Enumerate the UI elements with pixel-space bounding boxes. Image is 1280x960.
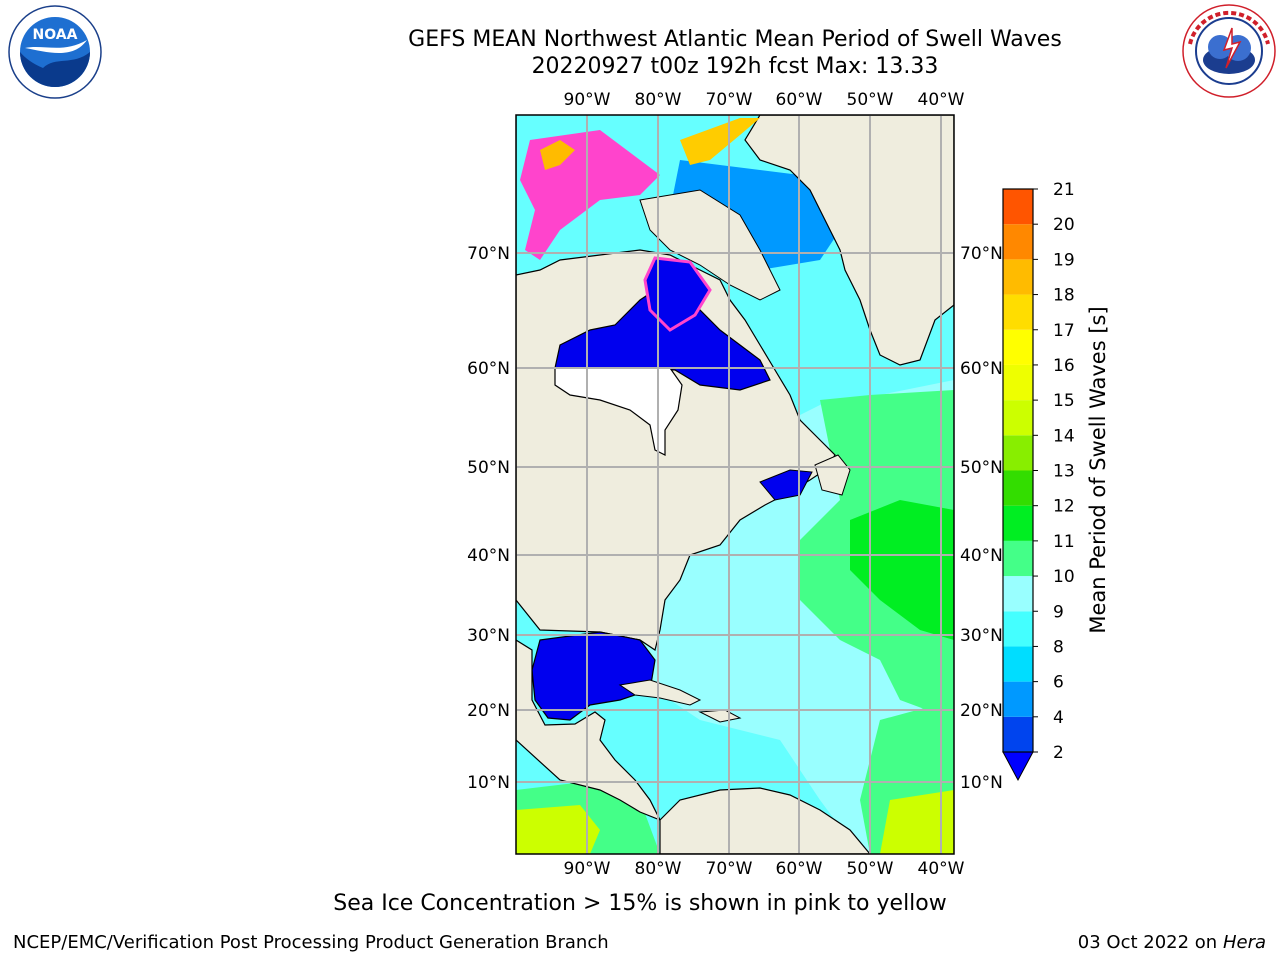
- colorbar-tick-label: 16: [1053, 356, 1075, 376]
- lat-label-left: 10°N: [467, 773, 510, 793]
- lat-label-right: 20°N: [960, 701, 1003, 721]
- colorbar-tick-label: 2: [1053, 743, 1064, 763]
- colorbar-tick-label: 19: [1053, 250, 1075, 270]
- ice-caption: Sea Ice Concentration > 15% is shown in …: [333, 891, 947, 916]
- lon-label-top: 70°W: [706, 90, 753, 110]
- island-newfoundland: [814, 454, 851, 496]
- nws-logo: [1182, 4, 1276, 98]
- colorbar-tick-label: 13: [1053, 462, 1075, 482]
- lat-label-right: 50°N: [960, 458, 1003, 478]
- lat-label-left: 20°N: [467, 701, 510, 721]
- noaa-logo: NOAA: [8, 5, 102, 99]
- lon-label-top: 50°W: [847, 90, 894, 110]
- colorbar-segment: [1003, 294, 1033, 330]
- swell-zone-caribbean-yellow: [516, 805, 600, 854]
- lon-label-bottom: 40°W: [918, 859, 965, 879]
- colorbar-segment: [1003, 681, 1033, 717]
- colorbar-tick-label: 12: [1053, 497, 1075, 517]
- lat-label-right: 40°N: [960, 546, 1003, 566]
- footer-date-text: 03 Oct 2022 on: [1077, 932, 1218, 953]
- arctic-ice-orange: [540, 140, 575, 170]
- colorbar-tick-label: 20: [1053, 215, 1075, 235]
- colorbar-extend-arrow: [1002, 751, 1034, 782]
- colorbar-segment: [1003, 400, 1033, 436]
- colorbar-tick-label: 4: [1053, 708, 1064, 728]
- lat-label-left: 50°N: [467, 458, 510, 478]
- lon-label-bottom: 90°W: [564, 859, 611, 879]
- colorbar-tick-label: 8: [1053, 637, 1064, 657]
- colorbar-segment: [1003, 259, 1033, 295]
- footer-credit: NCEP/EMC/Verification Post Processing Pr…: [13, 932, 609, 953]
- colorbar-label: Mean Period of Swell Waves [s]: [1086, 306, 1110, 633]
- colorbar-tick-label: 9: [1053, 602, 1064, 622]
- map-area: [516, 115, 954, 854]
- axis-labels: 90°W 90°W 80°W 80°W 70°W 70°W 60°W 60°W 50°W 50°W…: [467, 90, 1003, 879]
- noaa-logo-text: NOAA: [33, 27, 78, 43]
- colorbar-segment: [1003, 505, 1033, 541]
- colorbar-segment: [1003, 540, 1033, 577]
- lat-label-right: 10°N: [960, 773, 1003, 793]
- lat-label-left: 70°N: [467, 244, 510, 264]
- colorbar-tick-label: 10: [1053, 567, 1075, 587]
- lon-label-top: 80°W: [635, 90, 682, 110]
- colorbar-tick-label: 15: [1053, 391, 1075, 411]
- lon-label-top: 40°W: [918, 90, 965, 110]
- colorbar-segment: [1003, 224, 1033, 260]
- land-south-america: [659, 787, 871, 854]
- hudson-bay: [554, 289, 771, 391]
- gridlines: [516, 115, 954, 854]
- colorbar-segment: [1003, 364, 1033, 401]
- map-frame: [515, 114, 955, 855]
- lon-label-bottom: 60°W: [776, 859, 823, 879]
- island-cuba: [618, 679, 702, 706]
- lon-label-top: 90°W: [564, 90, 611, 110]
- colorbar-tick-label: 18: [1053, 286, 1075, 306]
- land-baffin-island: [639, 189, 781, 301]
- lon-label-bottom: 80°W: [635, 859, 682, 879]
- colorbar-tick-label: 21: [1053, 180, 1075, 200]
- chart-title: GEFS MEAN Northwest Atlantic Mean Period…: [408, 27, 1062, 52]
- colorbar-segment: [1003, 576, 1033, 612]
- colorbar-tick-label: 17: [1053, 321, 1075, 341]
- lat-label-left: 40°N: [467, 546, 510, 566]
- lon-label-bottom: 70°W: [706, 859, 753, 879]
- footer-date: 03 Oct 2022 on Hera: [1078, 932, 1266, 953]
- lat-label-right: 30°N: [960, 626, 1003, 646]
- colorbar-segment: [1003, 189, 1033, 225]
- colorbar-segment: [1003, 329, 1033, 365]
- footer-host: Hera: [1222, 932, 1266, 953]
- colorbar-segment: [1003, 646, 1033, 682]
- lat-label-right: 60°N: [960, 359, 1003, 379]
- foxe-basin: [643, 256, 712, 332]
- colorbar-segment: [1003, 716, 1033, 752]
- colorbar-tick-label: 11: [1053, 532, 1075, 552]
- chart-subtitle: 20220927 t00z 192h fcst Max: 13.33: [531, 54, 939, 79]
- arctic-ice-yellow: [680, 118, 760, 165]
- lat-label-left: 30°N: [467, 626, 510, 646]
- colorbar-tick-label: 14: [1053, 426, 1075, 446]
- colorbar: 2 4 6 8 9 10 11 12 13 14 15 16 17 18 19 20 21: [1002, 180, 1075, 782]
- lat-label-left: 60°N: [467, 359, 510, 379]
- lon-label-bottom: 50°W: [847, 859, 894, 879]
- gulf-of-mexico: [531, 631, 656, 721]
- lon-label-top: 60°W: [776, 90, 823, 110]
- lat-label-right: 70°N: [960, 244, 1003, 264]
- swell-zone-10-11: [850, 500, 954, 640]
- colorbar-segment: [1003, 611, 1033, 647]
- colorbar-segment: [1003, 435, 1033, 471]
- colorbar-tick-label: 6: [1053, 673, 1064, 693]
- colorbar-segment: [1003, 470, 1033, 506]
- swell-zone-south-yellow: [880, 790, 954, 854]
